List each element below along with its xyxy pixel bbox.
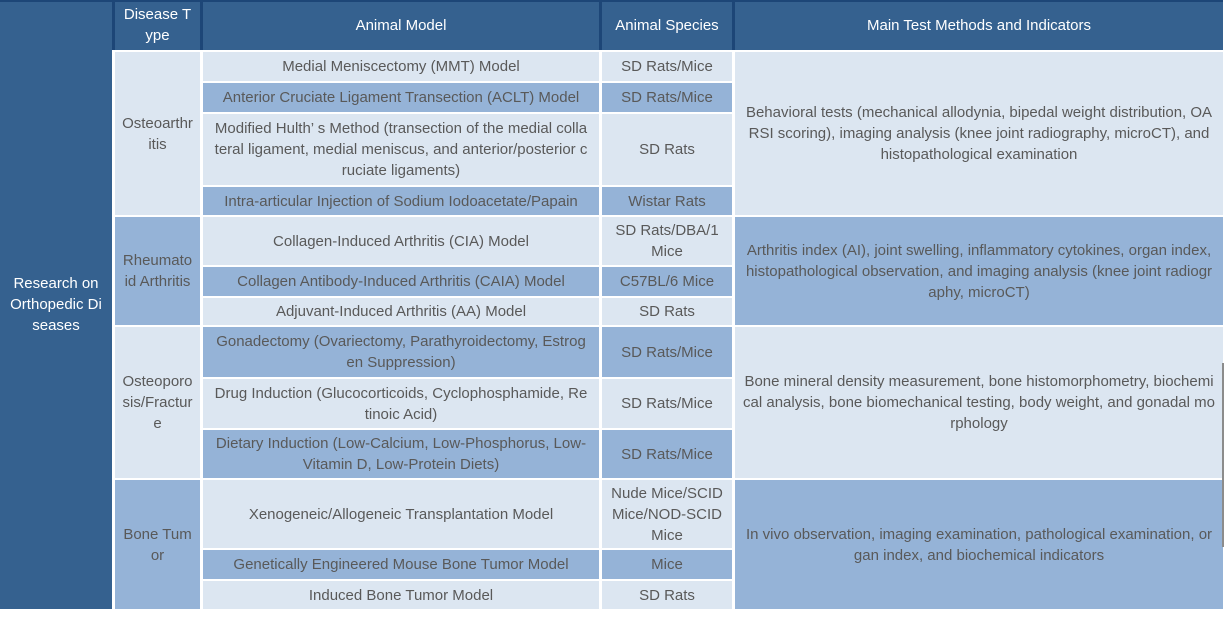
animal-model-cell: Dietary Induction (Low-Calcium, Low-Phos… xyxy=(203,430,599,478)
animal-species-cell: SD Rats/Mice xyxy=(602,83,732,112)
animal-species-cell: SD Rats/Mice xyxy=(602,52,732,81)
table-top-border xyxy=(0,0,1223,2)
test-methods-cell: In vivo observation, imaging examination… xyxy=(735,480,1223,609)
animal-model-cell: Medial Meniscectomy (MMT) Model xyxy=(203,52,599,81)
column-header-disease-type: Disease Type xyxy=(115,0,200,50)
animal-model-cell: Induced Bone Tumor Model xyxy=(203,581,599,609)
test-methods-cell: Arthritis index (AI), joint swelling, in… xyxy=(735,217,1223,325)
animal-model-cell: Collagen-Induced Arthritis (CIA) Model xyxy=(203,217,599,265)
disease-group-cell: Bone Tumor xyxy=(115,480,200,609)
disease-group-cell: Osteoporosis/Fracture xyxy=(115,327,200,478)
animal-model-cell: Gonadectomy (Ovariectomy, Parathyroidect… xyxy=(203,327,599,377)
animal-species-cell: SD Rats/Mice xyxy=(602,430,732,478)
animal-model-cell: Drug Induction (Glucocorticoids, Cycloph… xyxy=(203,379,599,428)
animal-species-cell: SD Rats xyxy=(602,298,732,325)
animal-species-cell: C57BL/6 Mice xyxy=(602,267,732,296)
animal-species-cell: SD Rats/DBA/1 Mice xyxy=(602,217,732,265)
animal-species-cell: SD Rats xyxy=(602,114,732,185)
animal-model-cell: Adjuvant-Induced Arthritis (AA) Model xyxy=(203,298,599,325)
animal-species-cell: SD Rats/Mice xyxy=(602,327,732,377)
animal-species-cell: Nude Mice/SCID Mice/NOD-SCID Mice xyxy=(602,480,732,548)
animal-model-cell: Modified Hulth’ s Method (transection of… xyxy=(203,114,599,185)
disease-group-cell: Rheumatoid Arthritis xyxy=(115,217,200,325)
animal-model-cell: Xenogeneic/Allogeneic Transplantation Mo… xyxy=(203,480,599,548)
animal-model-cell: Genetically Engineered Mouse Bone Tumor … xyxy=(203,550,599,579)
table-title-sidebar: Research on Orthopedic Diseases xyxy=(0,0,112,609)
animal-model-cell: Collagen Antibody-Induced Arthritis (CAI… xyxy=(203,267,599,296)
animal-species-cell: SD Rats xyxy=(602,581,732,609)
scrollbar-thumb[interactable] xyxy=(1222,363,1224,547)
disease-group-cell: Osteoarthritis xyxy=(115,52,200,215)
test-methods-cell: Bone mineral density measurement, bone h… xyxy=(735,327,1223,478)
animal-model-cell: Anterior Cruciate Ligament Transection (… xyxy=(203,83,599,112)
column-header-animal-species: Animal Species xyxy=(602,0,732,50)
test-methods-cell: Behavioral tests (mechanical allodynia, … xyxy=(735,52,1223,215)
animal-model-cell: Intra-articular Injection of Sodium Iodo… xyxy=(203,187,599,215)
animal-species-cell: SD Rats/Mice xyxy=(602,379,732,428)
orthopedic-research-table: Research on Orthopedic Diseases Disease … xyxy=(0,0,1223,609)
column-header-animal-model: Animal Model xyxy=(203,0,599,50)
animal-species-cell: Mice xyxy=(602,550,732,579)
animal-species-cell: Wistar Rats xyxy=(602,187,732,215)
column-header-test-methods: Main Test Methods and Indicators xyxy=(735,0,1223,50)
